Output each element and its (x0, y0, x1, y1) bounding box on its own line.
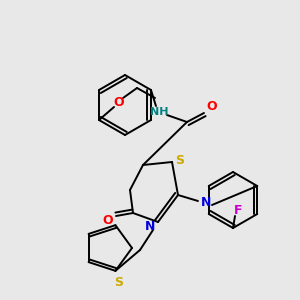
Text: O: O (114, 95, 124, 109)
Text: O: O (103, 214, 113, 227)
Text: N: N (145, 220, 155, 233)
Text: S: S (176, 154, 184, 166)
Text: NH: NH (150, 107, 168, 117)
Text: O: O (207, 100, 217, 113)
Text: N: N (201, 196, 211, 209)
Text: S: S (114, 276, 123, 289)
Text: F: F (234, 203, 242, 217)
